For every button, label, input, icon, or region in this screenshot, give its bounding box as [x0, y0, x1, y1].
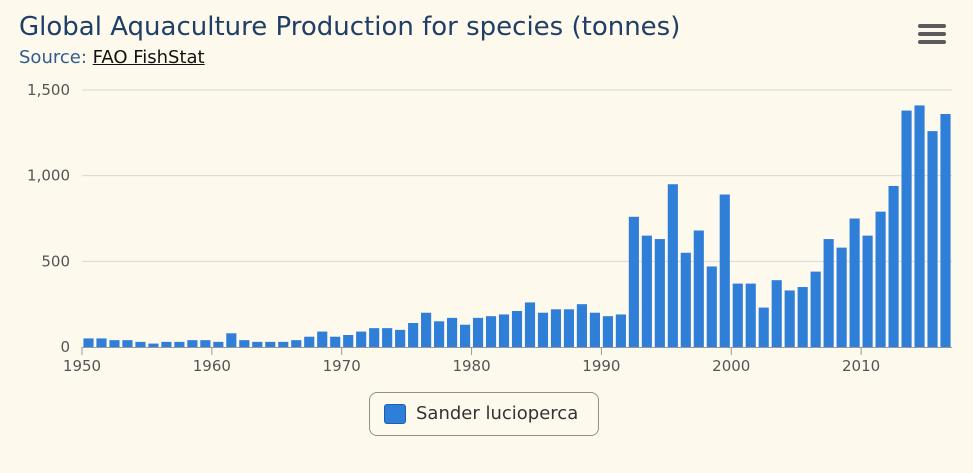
bar [148, 343, 159, 347]
bar [901, 110, 912, 347]
bar [96, 338, 107, 347]
bar [524, 302, 536, 347]
bar [823, 239, 834, 347]
bar [382, 328, 393, 347]
bar [602, 316, 613, 347]
bar [252, 341, 263, 347]
x-tick-label: 1980 [452, 357, 490, 375]
chart-subtitle: Source: FAO FishStat [19, 47, 205, 68]
y-tick-label: 1,000 [27, 167, 70, 185]
bar [174, 341, 185, 347]
bar [498, 314, 510, 347]
bar [875, 211, 886, 347]
x-tick-label: 1990 [582, 357, 620, 375]
hamburger-menu-icon[interactable] [918, 24, 946, 46]
bar [122, 340, 133, 347]
bar [589, 312, 600, 347]
bar-series [83, 105, 951, 348]
bar [732, 283, 743, 347]
bar [239, 340, 250, 347]
bar [706, 266, 717, 347]
y-tick-label: 500 [41, 252, 70, 270]
bar [771, 280, 782, 347]
bar [472, 317, 484, 347]
bar [641, 235, 652, 347]
bar [758, 307, 769, 347]
bar [563, 309, 575, 347]
bar [447, 317, 458, 347]
bar [213, 341, 224, 347]
bar [680, 252, 691, 347]
bar [278, 341, 289, 347]
source-label: Source: [19, 47, 87, 68]
bar [485, 316, 497, 347]
chart-title: Global Aquaculture Production for specie… [19, 12, 681, 42]
bar [927, 131, 938, 347]
bar [109, 340, 120, 347]
bar [940, 113, 951, 348]
bar [719, 194, 730, 347]
x-tick-label: 2000 [712, 357, 750, 375]
bar [226, 333, 237, 347]
bar [304, 336, 315, 347]
bar [537, 312, 549, 347]
bar [395, 329, 406, 347]
bar [408, 323, 419, 347]
bar [291, 340, 302, 347]
bar [784, 290, 795, 347]
bar [914, 105, 925, 347]
source-link[interactable]: FAO FishStat [92, 47, 205, 68]
x-tick-label: 1960 [193, 357, 231, 375]
bar [511, 311, 523, 347]
bar [421, 312, 432, 347]
bar [836, 247, 847, 347]
bar [200, 340, 211, 347]
bar [356, 331, 367, 347]
bar [161, 341, 172, 347]
bar [343, 335, 354, 347]
bar [330, 336, 341, 347]
bar [667, 184, 678, 347]
x-tick-label: 1950 [63, 357, 101, 375]
grid-lines [82, 89, 952, 262]
bar [550, 309, 562, 347]
bar [628, 216, 639, 347]
x-axis: 1950 1960 1970 1980 1990 2000 2010 [63, 347, 952, 375]
legend-item[interactable]: Sander lucioperca [369, 392, 599, 436]
bar [615, 314, 626, 347]
y-axis-labels: 0 500 1,000 1,500 [27, 81, 70, 356]
bar [693, 230, 704, 347]
bar [576, 304, 587, 347]
bar [369, 328, 380, 347]
bar [745, 283, 756, 347]
x-tick-label: 1970 [323, 357, 361, 375]
bar [654, 239, 665, 347]
bar [849, 218, 860, 347]
y-tick-label: 1,500 [27, 81, 70, 99]
bar [888, 185, 899, 347]
bar [797, 287, 808, 347]
bar [265, 341, 276, 347]
bar [187, 340, 198, 347]
bar [460, 324, 471, 347]
bar [135, 341, 146, 347]
legend-swatch [384, 404, 406, 424]
bar [810, 271, 821, 347]
y-tick-label: 0 [60, 338, 70, 356]
legend-label: Sander lucioperca [416, 403, 579, 424]
bar [434, 321, 445, 347]
bar [862, 235, 873, 347]
bar [83, 338, 94, 347]
x-tick-label: 2010 [842, 357, 880, 375]
bar [317, 331, 328, 347]
